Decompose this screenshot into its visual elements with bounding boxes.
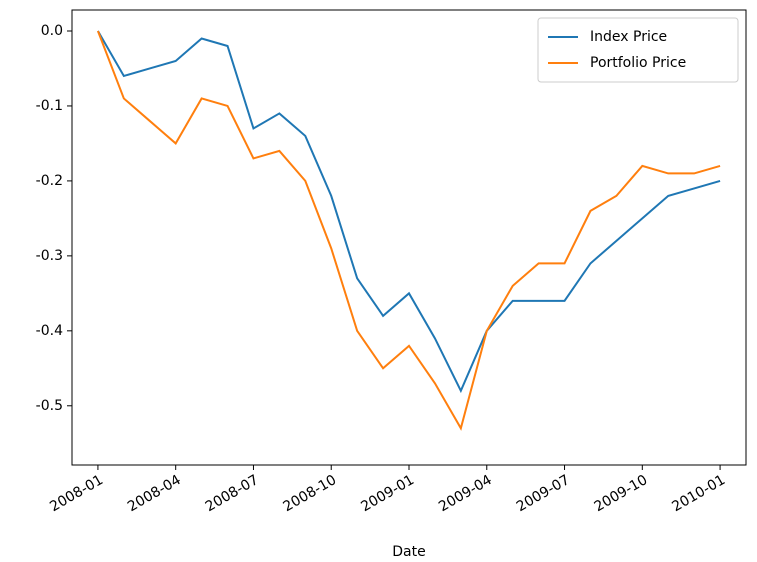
legend-label: Portfolio Price <box>590 55 686 71</box>
series-line <box>97 30 721 394</box>
x-tick-label: 2009-07 <box>514 472 573 515</box>
x-tick-label: 2008-10 <box>281 472 340 515</box>
y-tick-label: -0.3 <box>36 248 63 264</box>
legend-label: Index Price <box>590 29 667 45</box>
x-tick-label: 2008-04 <box>125 472 184 515</box>
y-tick-label: -0.1 <box>36 98 63 114</box>
y-tick-label: -0.4 <box>36 323 63 339</box>
y-tick-label: -0.5 <box>36 398 63 414</box>
y-tick-label: 0.0 <box>41 23 63 39</box>
x-tick-label: 2010-01 <box>669 472 728 515</box>
x-tick-label: 2008-01 <box>47 472 106 515</box>
x-axis-label: Date <box>392 544 425 560</box>
x-tick-label: 2009-04 <box>436 472 495 515</box>
x-tick-label: 2009-01 <box>358 472 417 515</box>
x-tick-label: 2009-10 <box>592 472 651 515</box>
x-tick-label: 2008-07 <box>203 472 262 515</box>
legend-box <box>537 17 739 83</box>
series-line <box>96 30 721 431</box>
y-tick-label: -0.2 <box>36 173 63 189</box>
